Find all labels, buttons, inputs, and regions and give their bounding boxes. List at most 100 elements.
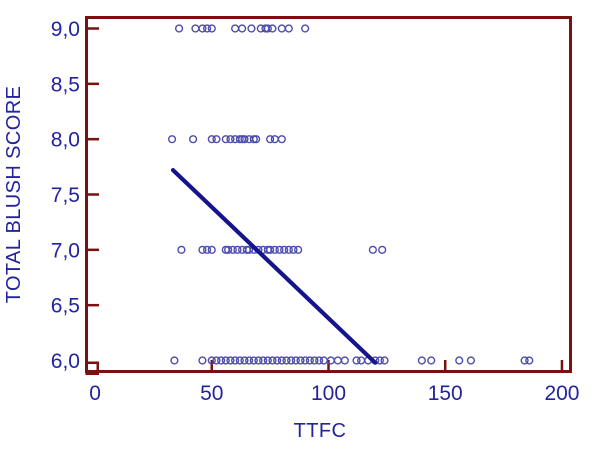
data-point xyxy=(427,356,436,365)
data-point xyxy=(277,24,286,33)
x-tick-label: 200 xyxy=(544,382,579,405)
y-tick-label: 7,5 xyxy=(51,184,80,207)
data-point xyxy=(259,356,268,365)
data-point xyxy=(240,135,249,144)
data-point xyxy=(198,245,207,254)
data-point xyxy=(231,24,240,33)
data-point xyxy=(352,356,361,365)
x-tick-label: 150 xyxy=(428,382,463,405)
data-point xyxy=(282,356,291,365)
data-point xyxy=(280,245,289,254)
data-point xyxy=(375,356,384,365)
data-point xyxy=(226,135,235,144)
data-point xyxy=(296,356,305,365)
data-point xyxy=(268,356,277,365)
data-point xyxy=(198,356,207,365)
data-point xyxy=(245,245,254,254)
data-point xyxy=(277,356,286,365)
data-point xyxy=(188,135,198,144)
data-point xyxy=(226,356,235,365)
y-tick-label: 8,0 xyxy=(51,129,80,152)
data-point xyxy=(167,135,177,144)
data-point xyxy=(310,356,319,365)
x-tick-label: 0 xyxy=(89,382,101,405)
data-point xyxy=(191,24,200,33)
data-point xyxy=(357,356,366,365)
data-point xyxy=(380,356,389,365)
data-point xyxy=(203,245,212,254)
data-point xyxy=(207,356,216,365)
data-point xyxy=(221,135,230,144)
y-axis-title: TOTAL BLUSH SCORE xyxy=(3,86,25,304)
data-point xyxy=(233,245,242,254)
data-point xyxy=(466,356,476,365)
y-tick-label: 7,0 xyxy=(51,239,80,262)
data-point xyxy=(287,356,296,365)
y-tick-label: 9,0 xyxy=(51,18,80,41)
data-point xyxy=(417,356,426,365)
data-point xyxy=(240,356,249,365)
data-point xyxy=(268,24,277,33)
data-point xyxy=(203,24,212,33)
data-point xyxy=(228,245,237,254)
data-point xyxy=(263,24,272,33)
data-point xyxy=(378,245,387,254)
data-point xyxy=(340,356,349,365)
data-point xyxy=(249,356,258,365)
y-tick-label: 6,5 xyxy=(51,295,80,318)
data-point xyxy=(525,356,534,365)
data-point xyxy=(277,135,286,144)
data-point xyxy=(212,135,221,144)
y-tick-label: 8,5 xyxy=(51,73,80,96)
data-point xyxy=(247,24,256,33)
data-point xyxy=(520,356,529,365)
y-tick-label: 6,0 xyxy=(51,350,80,373)
data-point xyxy=(231,356,240,365)
data-point xyxy=(315,356,324,365)
data-point xyxy=(170,356,179,365)
data-point xyxy=(368,245,377,254)
data-point xyxy=(252,135,261,144)
data-point xyxy=(207,24,216,33)
data-point xyxy=(238,24,247,33)
data-point xyxy=(266,135,275,144)
data-point xyxy=(289,245,298,254)
data-point xyxy=(207,135,216,144)
data-point xyxy=(224,245,233,254)
data-point xyxy=(249,135,258,144)
data-point xyxy=(198,24,207,33)
data-point xyxy=(254,356,263,365)
data-point xyxy=(294,245,303,254)
data-point xyxy=(263,356,272,365)
data-point xyxy=(235,135,244,144)
data-point xyxy=(455,356,464,365)
data-point xyxy=(235,356,244,365)
data-point xyxy=(284,245,293,254)
data-point xyxy=(270,135,279,144)
data-point xyxy=(212,356,221,365)
data-point xyxy=(177,245,186,254)
data-point xyxy=(221,356,230,365)
x-tick-label: 50 xyxy=(200,382,223,405)
data-point xyxy=(207,245,216,254)
data-point xyxy=(270,245,279,254)
data-point xyxy=(275,245,284,254)
data-point xyxy=(305,356,314,365)
data-point xyxy=(301,356,310,365)
data-point xyxy=(266,245,275,254)
data-point xyxy=(319,356,328,365)
data-point xyxy=(301,24,310,33)
x-axis-title: TTFC xyxy=(294,420,347,442)
data-point xyxy=(245,356,254,365)
plot-generated-content: 0 50 100 150 200 6,0 6,5 7,0 7,5 8,0 8,5 9,0 xyxy=(51,16,579,405)
data-point xyxy=(217,356,226,365)
origin-box xyxy=(85,361,99,375)
x-tick-label: 100 xyxy=(311,382,346,405)
regression-line xyxy=(170,168,378,365)
data-point xyxy=(273,356,282,365)
data-point xyxy=(333,356,342,365)
data-point xyxy=(291,356,300,365)
data-point xyxy=(174,24,184,33)
